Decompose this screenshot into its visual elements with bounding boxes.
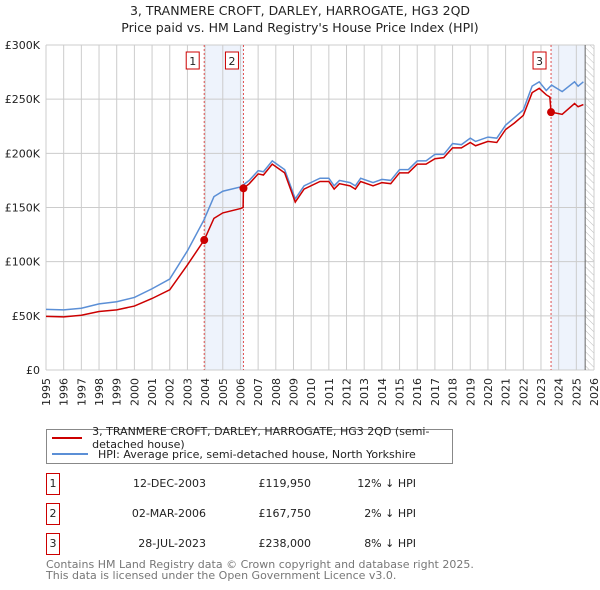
- legend-swatch-hpi: [52, 453, 88, 455]
- y-tick-label: £300K: [5, 39, 41, 52]
- x-tick-label: 2026: [588, 378, 600, 406]
- x-tick-label: 2016: [411, 378, 424, 406]
- chart-title: 3, TRANMERE CROFT, DARLEY, HARROGATE, HG…: [129, 3, 471, 18]
- x-tick-label: 2025: [570, 378, 583, 406]
- y-tick-label: £200K: [5, 147, 41, 160]
- x-tick-label: 2005: [217, 378, 230, 406]
- y-tick-label: £250K: [5, 93, 41, 106]
- x-tick-label: 2002: [164, 378, 177, 406]
- y-tick-label: £0: [26, 364, 40, 377]
- sale-point: [200, 236, 209, 245]
- sale-marker-box: [532, 51, 547, 70]
- sale-marker-box: [185, 51, 200, 70]
- x-tick-label: 2010: [305, 378, 318, 406]
- sale-date: 02-MAR-2006: [131, 507, 206, 520]
- x-tick-label: 2023: [535, 378, 548, 406]
- y-tick-label: £50K: [12, 310, 41, 323]
- x-tick-label: 2024: [553, 378, 566, 406]
- sale-marker-label: 1: [189, 55, 196, 68]
- sale-hpi-diff: 12% ↓ HPI: [357, 477, 416, 490]
- x-tick-label: 2017: [429, 378, 442, 406]
- x-tick-label: 2012: [341, 378, 354, 406]
- x-tick-label: 2015: [394, 378, 407, 406]
- x-tick-label: 1999: [111, 378, 124, 406]
- sale-number: 2: [46, 503, 60, 525]
- x-tick-label: 1995: [40, 378, 53, 406]
- footer-line-2: This data is licensed under the Open Gov…: [46, 569, 397, 582]
- x-tick-label: 2003: [181, 378, 194, 406]
- sale-price: £238,000: [258, 537, 312, 550]
- sale-point: [547, 108, 556, 117]
- x-tick-label: 2001: [146, 378, 159, 406]
- x-tick-label: 2018: [447, 378, 460, 406]
- price-chart: 1995 1996 1997 1998 1999 2000 2001 2002 2003 2004…: [5, 39, 600, 406]
- x-tick-label: 1998: [93, 378, 106, 406]
- x-tick-label: 1996: [58, 378, 71, 406]
- sale-date: 28-JUL-2023: [138, 537, 206, 550]
- x-tick-label: 2004: [199, 378, 212, 406]
- sale-marker-label: 3: [536, 55, 543, 68]
- sale-date: 12-DEC-2003: [132, 477, 206, 490]
- sale-price: £119,950: [258, 477, 312, 490]
- hpi-line: [45, 80, 584, 311]
- y-tick-label: £150K: [5, 202, 41, 215]
- footer-line-1: Contains HM Land Registry data © Crown c…: [46, 558, 474, 571]
- sale-hpi-diff: 2% ↓ HPI: [364, 507, 416, 520]
- x-tick-label: 2013: [358, 378, 371, 406]
- x-tick-label: 2000: [128, 378, 141, 406]
- x-tick-label: 2019: [464, 378, 477, 406]
- footer: Contains HM Land Registry data © Crown c…: [46, 559, 474, 581]
- sale-marker-box: [224, 51, 239, 70]
- sale-point: [239, 184, 248, 193]
- x-tick-label: 2014: [376, 378, 389, 406]
- sale-row: 2 02-MAR-2006 £167,750 2% ↓ HPI: [46, 503, 600, 525]
- property-line: [45, 87, 584, 318]
- legend-item-hpi: HPI: Average price, semi-detached house,…: [52, 446, 416, 462]
- legend-label-hpi: HPI: Average price, semi-detached house,…: [98, 447, 416, 461]
- sale-price: £167,750: [258, 507, 312, 520]
- x-tick-label: 2006: [234, 378, 247, 406]
- sale-row: 1 12-DEC-2003 £119,950 12% ↓ HPI: [46, 473, 600, 495]
- sale-row: 3 28-JUL-2023 £238,000 8% ↓ HPI: [46, 533, 600, 555]
- legend-label-property: 3, TRANMERE CROFT, DARLEY, HARROGATE, HG…: [92, 425, 430, 451]
- sale-hpi-diff: 8% ↓ HPI: [364, 537, 416, 550]
- x-tick-label: 2009: [287, 378, 300, 406]
- x-tick-label: 2022: [517, 378, 530, 406]
- legend-item-property: 3, TRANMERE CROFT, DARLEY, HARROGATE, HG…: [52, 425, 452, 451]
- legend-swatch-property: [52, 437, 83, 439]
- x-tick-label: 1997: [75, 378, 88, 406]
- x-tick-label: 2020: [482, 378, 495, 406]
- chart-subtitle: Price paid vs. HM Land Registry's House …: [121, 20, 479, 35]
- x-tick-label: 2011: [323, 378, 336, 406]
- x-tick-label: 2008: [270, 378, 283, 406]
- sale-marker-label: 2: [228, 55, 235, 68]
- sale-number: 3: [46, 533, 60, 555]
- legend: 3, TRANMERE CROFT, DARLEY, HARROGATE, HG…: [46, 425, 453, 464]
- x-tick-label: 2007: [252, 378, 265, 406]
- y-tick-label: £100K: [5, 256, 41, 269]
- sale-number: 1: [46, 473, 60, 495]
- x-tick-label: 2021: [500, 378, 513, 406]
